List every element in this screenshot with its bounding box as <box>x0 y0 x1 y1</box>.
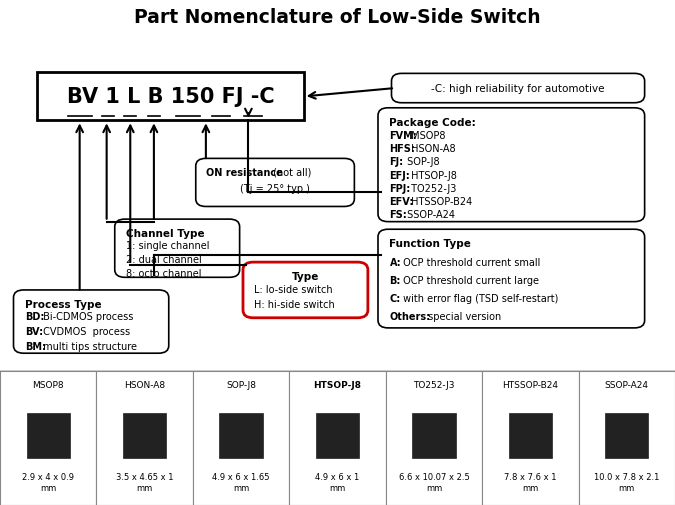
Bar <box>316 413 359 458</box>
Text: FJ:: FJ: <box>389 157 404 167</box>
Bar <box>290 371 385 505</box>
Text: EFJ:: EFJ: <box>389 170 410 180</box>
Text: 10.0 x 7.8 x 2.1
mm: 10.0 x 7.8 x 2.1 mm <box>594 472 659 492</box>
FancyBboxPatch shape <box>392 74 645 104</box>
Bar <box>412 413 456 458</box>
Text: -C: high reliability for automotive: -C: high reliability for automotive <box>431 84 605 94</box>
Text: 2.9 x 4 x 0.9
mm: 2.9 x 4 x 0.9 mm <box>22 472 74 492</box>
Text: Part Nomenclature of Low-Side Switch: Part Nomenclature of Low-Side Switch <box>134 8 541 27</box>
Text: 7.8 x 7.6 x 1
mm: 7.8 x 7.6 x 1 mm <box>504 472 557 492</box>
Text: HTSOP-J8: HTSOP-J8 <box>408 170 457 180</box>
Text: Others:: Others: <box>389 312 431 322</box>
Text: Type: Type <box>292 272 319 282</box>
Text: CVDMOS  process: CVDMOS process <box>40 326 130 336</box>
Bar <box>123 413 166 458</box>
Text: SOP-J8: SOP-J8 <box>226 380 256 389</box>
Bar <box>578 371 675 505</box>
Text: TO252-J3: TO252-J3 <box>413 380 455 389</box>
Bar <box>193 371 290 505</box>
Text: (Tj = 25° typ.): (Tj = 25° typ.) <box>240 184 310 194</box>
Text: FS:: FS: <box>389 210 407 220</box>
FancyBboxPatch shape <box>196 159 354 207</box>
Text: HTSOP-J8: HTSOP-J8 <box>313 380 362 389</box>
Text: BD:: BD: <box>25 311 45 321</box>
Text: A:: A: <box>389 257 401 267</box>
Bar <box>605 413 649 458</box>
FancyBboxPatch shape <box>14 290 169 354</box>
Text: HSON-A8: HSON-A8 <box>124 380 165 389</box>
Text: (not all): (not all) <box>270 168 311 178</box>
Text: 8: octo channel: 8: octo channel <box>126 269 202 279</box>
Text: Package Code:: Package Code: <box>389 118 477 128</box>
Bar <box>219 413 263 458</box>
Text: BV:: BV: <box>25 326 43 336</box>
Text: 3.5 x 4.65 x 1
mm: 3.5 x 4.65 x 1 mm <box>116 472 173 492</box>
Text: HTSSOP-B24: HTSSOP-B24 <box>502 380 558 389</box>
Text: TO252-J3: TO252-J3 <box>408 183 457 193</box>
Text: multi tips structure: multi tips structure <box>40 341 137 351</box>
Text: OCP threshold current large: OCP threshold current large <box>400 275 539 285</box>
Bar <box>26 413 70 458</box>
Text: 2: dual channel: 2: dual channel <box>126 255 202 265</box>
Text: Bi-CDMOS process: Bi-CDMOS process <box>40 311 134 321</box>
Bar <box>0 371 97 505</box>
Text: Function Type: Function Type <box>389 239 471 249</box>
Text: BV 1 L B 150 FJ -C: BV 1 L B 150 FJ -C <box>67 87 274 107</box>
Bar <box>385 371 482 505</box>
FancyBboxPatch shape <box>378 230 645 328</box>
Text: FVM:: FVM: <box>389 131 417 141</box>
Text: L: lo-side switch: L: lo-side switch <box>254 284 333 294</box>
Text: with error flag (TSD self-restart): with error flag (TSD self-restart) <box>400 293 558 304</box>
Text: B:: B: <box>389 275 401 285</box>
FancyBboxPatch shape <box>243 263 368 318</box>
Text: OCP threshold current small: OCP threshold current small <box>400 257 540 267</box>
Text: FPJ:: FPJ: <box>389 183 410 193</box>
Text: EFV:: EFV: <box>389 196 414 207</box>
Bar <box>37 73 304 121</box>
Text: 4.9 x 6 x 1
mm: 4.9 x 6 x 1 mm <box>315 472 360 492</box>
Text: ON resistance: ON resistance <box>206 168 283 178</box>
Text: SSOP-A24: SSOP-A24 <box>404 210 455 220</box>
Text: Channel Type: Channel Type <box>126 229 205 239</box>
Text: BM:: BM: <box>25 341 46 351</box>
Text: HFS:: HFS: <box>389 144 415 154</box>
Text: 6.6 x 10.07 x 2.5
mm: 6.6 x 10.07 x 2.5 mm <box>398 472 469 492</box>
FancyBboxPatch shape <box>115 220 240 278</box>
Text: H: hi-side switch: H: hi-side switch <box>254 299 335 310</box>
Text: 4.9 x 6 x 1.65
mm: 4.9 x 6 x 1.65 mm <box>213 472 270 492</box>
Bar <box>97 371 193 505</box>
Bar <box>482 371 578 505</box>
FancyBboxPatch shape <box>378 109 645 222</box>
Text: HSON-A8: HSON-A8 <box>408 144 456 154</box>
Text: Process Type: Process Type <box>25 299 102 310</box>
Text: 1: single channel: 1: single channel <box>126 240 210 250</box>
Text: SOP-J8: SOP-J8 <box>404 157 439 167</box>
Text: C:: C: <box>389 293 401 304</box>
Bar <box>509 413 552 458</box>
Text: special version: special version <box>425 312 501 322</box>
Text: HTSSOP-B24: HTSSOP-B24 <box>408 196 472 207</box>
Text: MSOP8: MSOP8 <box>408 131 446 141</box>
Text: MSOP8: MSOP8 <box>32 380 64 389</box>
Text: SSOP-A24: SSOP-A24 <box>605 380 649 389</box>
